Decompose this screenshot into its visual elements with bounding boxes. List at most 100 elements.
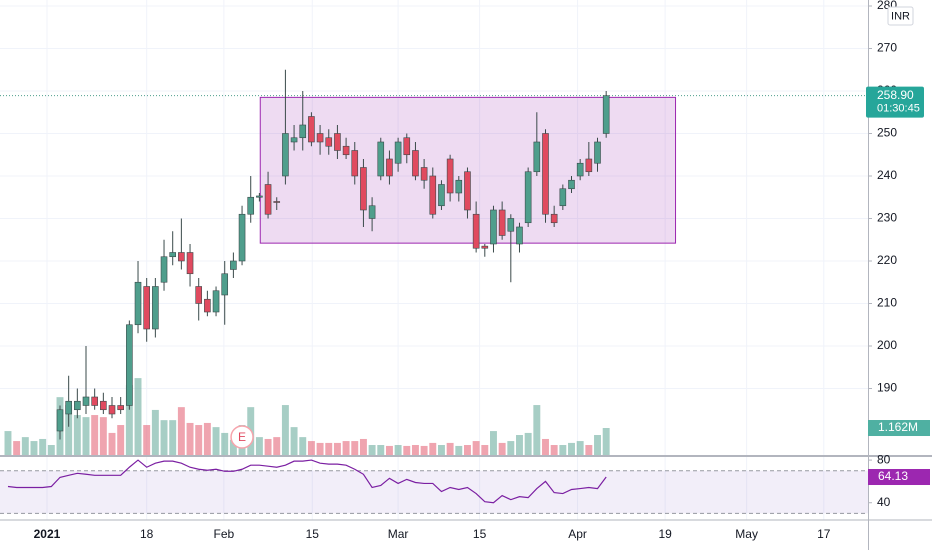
price-tick-label: 210 bbox=[877, 296, 897, 310]
candle-body bbox=[204, 298, 211, 313]
candle-body bbox=[351, 150, 359, 177]
volume-bar bbox=[4, 431, 12, 455]
candle-body bbox=[360, 167, 367, 211]
volume-bar bbox=[490, 431, 497, 455]
candle-body bbox=[550, 213, 558, 224]
candle-body bbox=[186, 252, 194, 275]
volume-bar bbox=[437, 445, 445, 455]
volume-bar bbox=[143, 425, 151, 455]
volume-bar bbox=[316, 442, 324, 455]
volume-bar bbox=[498, 442, 506, 455]
candle-body bbox=[273, 201, 281, 203]
currency-box[interactable] bbox=[887, 6, 914, 26]
volume-bar bbox=[134, 378, 142, 455]
candle-body bbox=[585, 158, 593, 173]
candle-body bbox=[117, 405, 124, 411]
rsi-tick-label: 40 bbox=[877, 495, 891, 509]
volume-bar bbox=[203, 422, 211, 455]
volume-bar bbox=[195, 425, 203, 455]
volume-bar bbox=[21, 437, 29, 455]
candle-body bbox=[65, 400, 72, 415]
volume-bar bbox=[568, 442, 575, 455]
volume-bar bbox=[394, 445, 402, 455]
volume-bar bbox=[446, 442, 454, 455]
candle-body bbox=[568, 179, 575, 190]
candle-body bbox=[594, 141, 601, 164]
time-tick-label: May bbox=[735, 527, 758, 541]
volume-bar bbox=[602, 428, 610, 455]
volume-bar bbox=[273, 437, 281, 455]
volume-bar bbox=[117, 425, 125, 455]
price-tick-label: 270 bbox=[877, 41, 897, 55]
candle-body bbox=[438, 184, 445, 207]
volume-bar bbox=[30, 441, 38, 455]
volume-bar bbox=[307, 441, 315, 455]
candle-body bbox=[290, 137, 298, 143]
candle-body bbox=[238, 213, 246, 262]
volume-bar bbox=[420, 445, 428, 455]
volume-bar bbox=[524, 432, 532, 455]
volume-bar bbox=[403, 445, 411, 455]
volume-bar bbox=[13, 441, 21, 455]
candle-body bbox=[126, 324, 133, 406]
time-tick-label: 19 bbox=[658, 527, 672, 541]
candle-body bbox=[143, 286, 150, 330]
candle-body bbox=[195, 286, 203, 304]
candle-body bbox=[178, 252, 185, 262]
candle-body bbox=[377, 141, 385, 177]
currency-label[interactable]: INR bbox=[891, 10, 910, 22]
rsi-value-label: 64.13 bbox=[878, 469, 908, 483]
candle-body bbox=[160, 256, 168, 283]
candle-body bbox=[152, 286, 159, 330]
volume-bar bbox=[160, 420, 168, 455]
candle-body bbox=[368, 205, 376, 219]
rsi-pane bbox=[0, 459, 868, 514]
volume-bar bbox=[151, 409, 159, 455]
last-price-badge bbox=[866, 86, 924, 118]
candle-body bbox=[533, 141, 541, 173]
candle-body bbox=[446, 158, 454, 194]
volume-bar bbox=[91, 415, 99, 455]
volume-bar bbox=[455, 445, 463, 455]
volume-bar bbox=[576, 441, 584, 455]
time-tick-label: 15 bbox=[473, 527, 487, 541]
candle-body bbox=[472, 213, 480, 249]
candle-body bbox=[82, 396, 90, 406]
candle-body bbox=[169, 252, 176, 258]
event-marker-label: E bbox=[238, 430, 246, 444]
time-tick-label: Feb bbox=[214, 527, 235, 541]
volume-bar bbox=[221, 432, 229, 455]
candle-body bbox=[507, 218, 515, 232]
volume-bar bbox=[281, 405, 289, 455]
volume-bar bbox=[169, 420, 177, 455]
candle-body bbox=[481, 245, 489, 249]
candle-body bbox=[576, 162, 584, 177]
time-tick-label: Mar bbox=[388, 527, 409, 541]
candle-body bbox=[524, 171, 532, 224]
volume-bar bbox=[73, 415, 81, 455]
countdown-label: 01:30:45 bbox=[877, 103, 920, 115]
candle-body bbox=[342, 145, 350, 156]
price-tick-label: 220 bbox=[877, 253, 897, 267]
event-marker bbox=[230, 425, 254, 449]
candle-body bbox=[247, 196, 255, 215]
candle-body bbox=[91, 396, 98, 406]
volume-bar bbox=[385, 445, 393, 455]
candle-body bbox=[230, 260, 237, 270]
candle-body bbox=[464, 171, 471, 211]
axis-layer: 2021 18 Feb 15 Mar 15 Apr 19 May 17 190 200 210 220 23… bbox=[34, 0, 930, 541]
candle-body bbox=[386, 158, 393, 177]
volume-bar bbox=[39, 438, 47, 455]
volume-bar bbox=[533, 405, 541, 455]
volume-label: 1.162M bbox=[878, 420, 918, 434]
volume-bar bbox=[264, 438, 272, 455]
candle-body bbox=[602, 95, 610, 134]
candle-body bbox=[316, 133, 324, 143]
price-tick-label: 190 bbox=[877, 381, 897, 395]
candle-body bbox=[412, 150, 419, 177]
candle-body bbox=[100, 400, 107, 411]
candle-body bbox=[455, 179, 463, 194]
volume-bar bbox=[585, 445, 593, 455]
volume-bar bbox=[299, 437, 307, 455]
